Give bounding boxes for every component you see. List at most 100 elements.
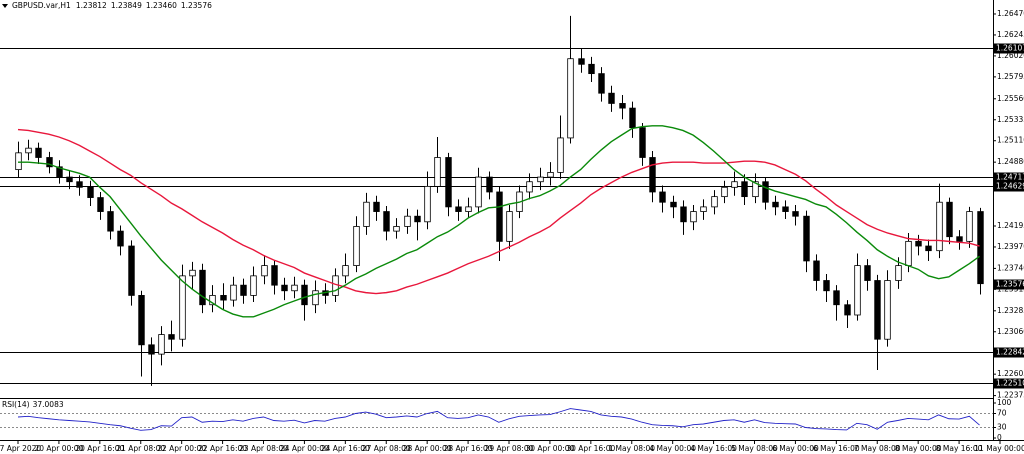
rsi-tick-label: 70 <box>997 409 1007 418</box>
y-tick-label: 1.26245 <box>997 30 1024 39</box>
candle-body <box>506 211 513 242</box>
candle-body <box>342 265 349 277</box>
symbol-title: GBPUSD.var,H1 <box>12 1 71 10</box>
y-tick-label: 1.25335 <box>997 115 1024 124</box>
candle-body <box>925 245 932 252</box>
rsi-tick-label: 30 <box>997 423 1007 432</box>
y-tick-label: 1.23060 <box>997 327 1024 336</box>
x-tick-label: 27 Apr 08:00 <box>362 444 411 453</box>
x-tick-label: 11 May 00:00 <box>974 444 1024 453</box>
x-tick-label: 8 May 16:00 <box>936 444 983 453</box>
level-label: 1.24717 <box>996 173 1024 182</box>
candle-body <box>936 201 943 252</box>
y-tick-label: 1.24195 <box>997 221 1024 230</box>
rsi-value: 37.0083 <box>33 400 64 409</box>
candle-body <box>414 215 421 223</box>
x-tick-label: 28 Apr 16:00 <box>444 444 493 453</box>
y-tick-label: 1.23285 <box>997 306 1024 315</box>
candle-body <box>639 127 646 158</box>
moving-average-line <box>17 128 980 295</box>
x-tick-label: 1 May 08:00 <box>608 444 655 453</box>
candle-body <box>690 211 697 223</box>
x-tick-label: 8 May 00:00 <box>895 444 942 453</box>
y-tick-label: 1.22605 <box>997 369 1024 378</box>
x-tick-label: 24 Apr 00:00 <box>280 444 329 453</box>
candle-body <box>404 215 411 227</box>
candle-body <box>567 58 574 139</box>
candle-body <box>578 58 585 65</box>
candle-body <box>711 196 718 208</box>
candle-body <box>680 206 687 223</box>
candle-body <box>772 201 779 208</box>
candle-body <box>189 269 196 277</box>
x-tick-label: 22 Apr 16:00 <box>198 444 247 453</box>
candle-body <box>762 181 769 203</box>
candle-body <box>823 280 830 292</box>
level-label-bg <box>994 43 1024 54</box>
candle-body <box>864 265 871 281</box>
candle-body <box>220 295 227 301</box>
candle-body <box>66 176 73 183</box>
candle-body <box>179 275 186 340</box>
x-tick-label: 22 Apr 00:00 <box>157 444 206 453</box>
candle-body <box>659 191 666 203</box>
candle-body <box>76 181 83 188</box>
candle-body <box>966 211 973 242</box>
candle-body <box>608 92 615 104</box>
level-label-bg <box>994 378 1024 389</box>
candle-body <box>332 275 339 296</box>
candle-body <box>721 186 728 198</box>
candle-body <box>854 265 861 316</box>
candle-body <box>803 215 810 262</box>
candle-body <box>465 206 472 212</box>
rsi-line <box>17 408 980 431</box>
candle-body <box>813 260 820 281</box>
x-tick-label: 29 Apr 08:00 <box>485 444 534 453</box>
level-label: 1.26107 <box>996 44 1024 53</box>
candle-body <box>281 284 288 292</box>
candle-body <box>271 265 278 286</box>
header-value: 1.23849 <box>111 1 142 10</box>
rsi-name: RSI(14) <box>2 400 30 409</box>
candle-body <box>741 181 748 198</box>
x-tick-label: 20 Apr 16:00 <box>75 444 124 453</box>
candle-body <box>537 176 544 183</box>
candle-body <box>107 211 114 232</box>
rsi-tick-label: 100 <box>997 398 1012 407</box>
candle-body <box>393 226 400 232</box>
candle-body <box>752 181 759 198</box>
candle-body <box>782 206 789 212</box>
candle-body <box>629 107 636 129</box>
candle-body <box>977 211 984 285</box>
y-tick-label: 1.26470 <box>997 9 1024 18</box>
x-tick-label: 30 Apr 16:00 <box>566 444 615 453</box>
candle-body <box>56 166 63 178</box>
candle-body <box>670 201 677 208</box>
candle-body <box>373 201 380 212</box>
level-label-bg <box>994 181 1024 192</box>
level-label-bg <box>994 172 1024 183</box>
candle-body <box>168 334 175 340</box>
x-tick-label: 5 May 08:00 <box>731 444 778 453</box>
x-tick-label: 30 Apr 00:00 <box>525 444 574 453</box>
candle-body <box>301 284 308 306</box>
candle-body <box>884 280 891 340</box>
candle-body <box>199 269 206 306</box>
candle-body <box>291 284 298 292</box>
candle-body <box>209 295 216 306</box>
x-tick-label: 6 May 16:00 <box>813 444 860 453</box>
candle-body <box>700 206 707 212</box>
candle-body <box>649 157 656 193</box>
rsi-tick-label: 0 <box>997 433 1002 442</box>
y-tick-label: 1.25560 <box>997 94 1024 103</box>
candle-body <box>588 63 595 75</box>
candle-body <box>844 304 851 316</box>
candle-body <box>46 157 53 168</box>
y-tick-label: 1.24880 <box>997 157 1024 166</box>
candle-body <box>496 191 503 242</box>
candle-body <box>557 137 564 173</box>
x-tick-label: 28 Apr 00:00 <box>403 444 452 453</box>
candle-body <box>475 176 482 208</box>
